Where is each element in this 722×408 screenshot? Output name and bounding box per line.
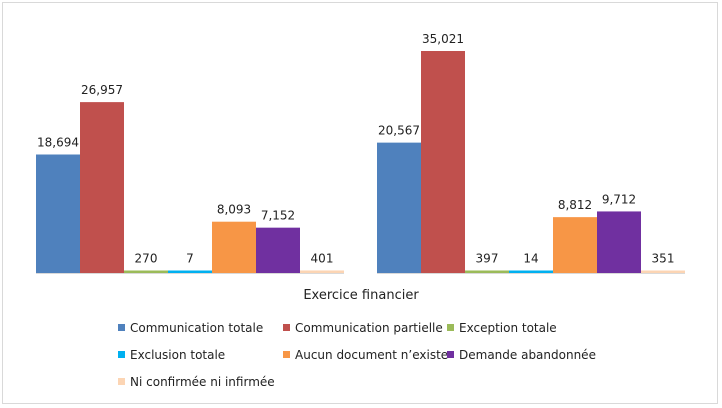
x-axis-title: Exercice financier [303,288,419,303]
bar-5-group-2 [553,217,597,273]
bar-3-group-2 [465,270,509,273]
legend-swatch [283,351,290,358]
bar-1-group-1 [36,154,80,273]
legend-swatch [118,351,125,358]
legend-label: Communication partielle [295,321,443,335]
bar-7-group-2 [641,270,685,273]
legend-label: Demande abandonnée [459,348,596,362]
legend-swatch [283,324,290,331]
bar-4-group-1 [168,270,212,273]
legend-swatch [118,324,125,331]
data-label: 26,957 [81,83,123,97]
legend-swatch [118,378,125,385]
legend-label: Ni confirmée ni infirmée [130,375,275,389]
data-label: 8,812 [558,198,592,212]
bar-1-group-2 [377,142,421,273]
data-label: 351 [652,252,675,266]
data-label: 18,694 [37,135,79,149]
legend-swatch [447,324,454,331]
bar-7-group-1 [300,270,344,273]
data-labels-layer: 18,694 20,567 26,957 35,021 270 397 7 14 8,093 8,… [37,32,674,266]
data-label: 14 [523,252,538,266]
bar-2-group-1 [80,102,124,273]
data-label: 35,021 [422,32,464,46]
bar-6-group-1 [256,227,300,273]
bars-layer [36,51,685,274]
bar-4-group-2 [509,270,553,273]
data-label: 20,567 [378,124,420,138]
data-label: 7 [186,252,194,266]
bar-2-group-2 [421,51,465,273]
bar-5-group-1 [212,221,256,273]
legend-label: Exception totale [459,321,557,335]
bar-6-group-2 [597,211,641,273]
bar-3-group-1 [124,270,168,273]
legend-label: Aucun document n’existe [295,348,448,362]
legend: Communication totale Communication partie… [118,321,596,389]
legend-label: Exclusion totale [130,348,225,362]
legend-label: Communication totale [130,321,263,335]
data-label: 8,093 [217,203,251,217]
data-label: 397 [476,251,499,265]
data-label: 9,712 [602,192,636,206]
data-label: 7,152 [261,209,295,223]
legend-swatch [447,351,454,358]
data-label: 270 [135,252,158,266]
data-label: 401 [311,251,334,265]
